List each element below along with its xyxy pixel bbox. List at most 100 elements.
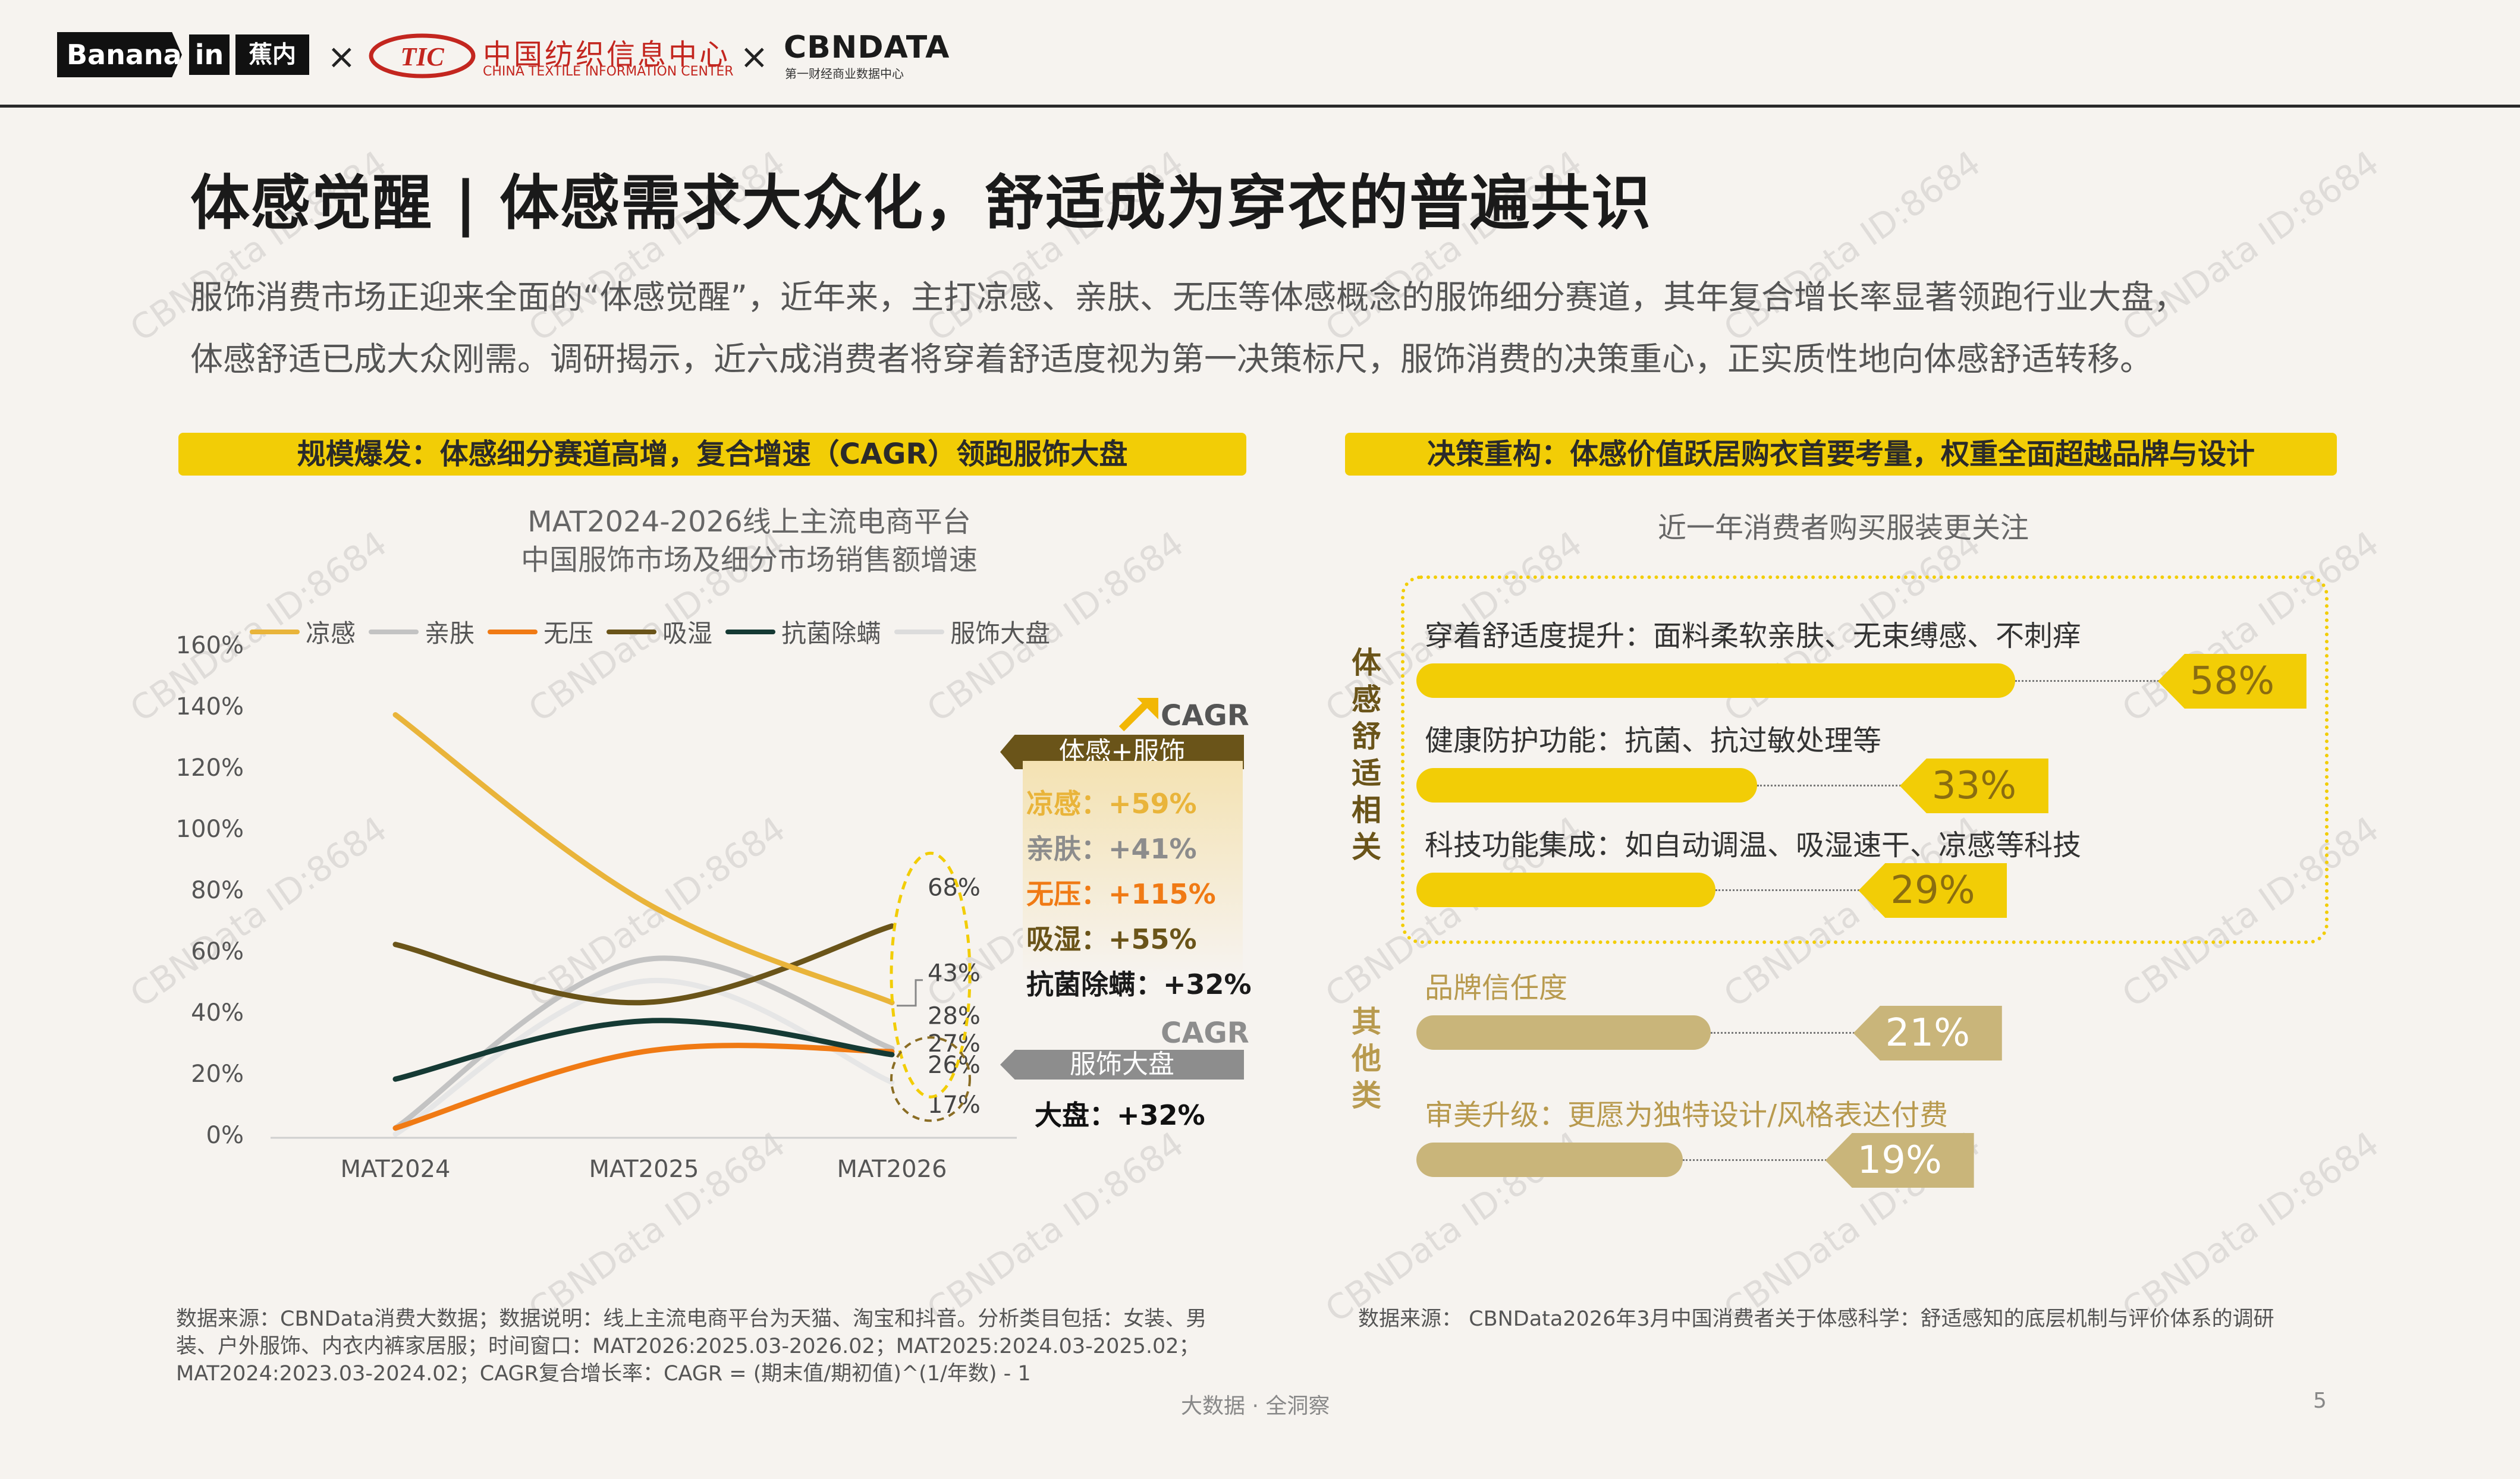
left-footnote-line3: MAT2024:2023.03-2024.02；CAGR复合增长率：CAGR =… (176, 1362, 1031, 1386)
end-value-label: 28% (928, 1003, 981, 1030)
bar (1416, 873, 1716, 907)
y-tick-label: 80% (191, 877, 244, 904)
end-value-label: 27% (928, 1030, 981, 1058)
watermark-text: CBNData ID:8684 (2114, 1124, 2386, 1330)
end-value-label: 43% (928, 960, 981, 987)
group-label-char: 其 (1352, 1005, 1381, 1039)
group-label-char: 类 (1352, 1078, 1381, 1113)
x-tick-label: MAT2026 (837, 1156, 947, 1183)
line-chart-title-line2: 中国服饰市场及细分市场销售额增速 (520, 543, 978, 577)
cagr-list-box: 凉感：+59% 亲肤：+41% 无压：+115% 吸湿：+55% 抗菌除螨：+32% (1023, 761, 1252, 1000)
market-cagr-value: 大盘：+32% (1035, 1099, 1205, 1131)
intro-line-1: 服饰消费市场正迎来全面的“体感觉醒”，近年来，主打凉感、亲肤、无压等体感概念的服… (190, 278, 2186, 316)
legend-swatch (369, 629, 419, 634)
end-value-label: 68% (928, 874, 981, 901)
ctic-name-en: CHINA TEXTILE INFORMATION CENTER (483, 64, 734, 79)
left-footnote-line1: 数据来源：CBNData消费大数据；数据说明：线上主流电商平台为天猫、淘宝和抖音… (176, 1307, 1207, 1331)
page-number: 5 (2313, 1389, 2327, 1413)
bar-value-label: 19% (1825, 1133, 1974, 1188)
svg-text:TIC: TIC (400, 42, 444, 71)
growth-arrow-icon (1119, 698, 1158, 731)
bar-category-label: 穿着舒适度提升：面料柔软亲肤、无束缚感、不刺痒 (1425, 619, 2082, 653)
line-chart-title: MAT2024-2026线上主流电商平台 中国服饰市场及细分市场销售额增速 (392, 503, 1106, 579)
group-label-char: 适 (1352, 756, 1381, 791)
x-tick-label: MAT2025 (589, 1156, 699, 1183)
legend-swatch (607, 629, 657, 634)
cbndata-logo: CBNDATA (784, 30, 950, 65)
y-tick-label: 40% (191, 999, 244, 1027)
cagr-item: 无压：+115% (1026, 878, 1216, 910)
series-line-无压 (392, 1043, 895, 1131)
left-footnote: 数据来源：CBNData消费大数据；数据说明：线上主流电商平台为天猫、淘宝和抖音… (176, 1305, 1306, 1387)
bar-category-label: 品牌信任度 (1425, 971, 1568, 1005)
bar (1416, 1143, 1683, 1177)
y-tick-label: 160% (178, 632, 244, 659)
legend-swatch (488, 629, 538, 634)
cbndata-subtitle: 第一财经商业数据中心 (785, 67, 904, 81)
bar (1416, 1015, 1711, 1050)
group-label-other: 其他类 (1349, 1003, 1384, 1114)
group-label-comfort: 体感舒适相关 (1349, 644, 1384, 866)
line-chart: 160% 140% 120% 100% 80% 60% 40% 20% 0% MAT2024 MAT… (178, 632, 1017, 1183)
y-tick-label: 0% (206, 1122, 244, 1149)
legend-label: 服饰大盘 (950, 619, 1051, 648)
cagr-heading: CAGR (1161, 699, 1249, 732)
page-title: 体感觉醒 | 体感需求大众化，舒适成为穿衣的普遍共识 (190, 168, 1652, 238)
bar-category-label: 审美升级：更愿为独特设计/风格表达付费 (1425, 1099, 1949, 1132)
cagr-item: 亲肤：+41% (1026, 833, 1197, 865)
bar-value-label: 29% (1858, 863, 2007, 918)
cagr-heading-2: CAGR (1161, 1017, 1249, 1050)
jiaonei-logo: 蕉内 (235, 34, 309, 75)
banana-logo: Banana (57, 32, 182, 77)
right-footnote: 数据来源： CBNData2026年3月中国消费者关于体感科学：舒适感知的底层机… (1358, 1307, 2274, 1331)
cagr-item: 抗菌除螨：+32% (1026, 968, 1252, 1000)
comfort-highlight-box (1401, 575, 2329, 944)
label-connector (897, 979, 923, 1007)
group-label-char: 关 (1352, 830, 1381, 864)
group-label-char: 舒 (1352, 719, 1381, 754)
bar-category-label: 科技功能集成：如自动调温、吸湿速干、凉感等科技 (1425, 829, 2082, 862)
legend-label: 吸湿 (662, 619, 713, 648)
left-footnote-line2: 装、户外服饰、内衣内裤家居服；时间窗口：MAT2026:2025.03-2026… (176, 1335, 1200, 1358)
bar-connector (1682, 1159, 1837, 1161)
series-line-凉感 (392, 712, 895, 1006)
bar-connector (2015, 680, 2170, 682)
series-line-吸湿 (392, 923, 895, 1006)
bar-value-label: 58% (2157, 654, 2307, 709)
bar-chart-title: 近一年消费者购买服装更关注 (1657, 511, 2029, 545)
legend-swatch (250, 629, 300, 634)
bar (1416, 768, 1757, 803)
y-tick-label: 60% (191, 938, 244, 965)
cagr-list: 凉感：+59% 亲肤：+41% 无压：+115% 吸湿：+55% 抗菌除螨：+32% (1023, 761, 1252, 1002)
legend-swatch (725, 629, 776, 634)
y-tick-label: 20% (191, 1061, 244, 1088)
intro-paragraph: 服饰消费市场正迎来全面的“体感觉醒”，近年来，主打凉感、亲肤、无压等体感概念的服… (190, 266, 2355, 390)
bar-category-label: 健康防护功能：抗菌、抗过敏处理等 (1425, 724, 1882, 757)
ctic-name-cn: 中国纺织信息中心 (483, 38, 731, 71)
line-chart-legend: 凉感 亲肤 无压 吸湿 抗菌除螨 服饰大盘 (250, 613, 1050, 650)
bar-value-label: 33% (1899, 759, 2048, 813)
y-tick-label: 100% (178, 816, 244, 843)
market-tag: 服饰大盘 (1000, 1050, 1244, 1080)
x-tick-label: MAT2024 (341, 1156, 451, 1183)
legend-label: 凉感 (306, 619, 356, 648)
bar-connector (1710, 1032, 1865, 1034)
cagr-item: 凉感：+59% (1026, 788, 1197, 820)
left-section-banner: 规模爆发：体感细分赛道高增，复合增速（CAGR）领跑服饰大盘 (178, 433, 1246, 476)
in-logo: in (189, 34, 230, 75)
group-label-char: 他 (1352, 1041, 1381, 1076)
bar-connector (1715, 889, 1871, 891)
series-line-抗菌除螨 (392, 1018, 895, 1082)
y-tick-label: 120% (178, 754, 244, 782)
group-label-char: 感 (1352, 682, 1381, 717)
legend-label: 抗菌除螨 (781, 619, 882, 648)
legend-item: 无压 (488, 613, 593, 650)
y-tick-label: 140% (178, 693, 244, 720)
bar-value-label: 21% (1853, 1006, 2002, 1061)
bar-connector (1757, 785, 1912, 786)
right-section-banner: 决策重构：体感价值跃居购衣首要考量，权重全面超越品牌与设计 (1345, 433, 2337, 476)
legend-item: 凉感 (250, 613, 356, 650)
ctic-logo-icon: TIC (369, 33, 476, 78)
cagr-item: 吸湿：+55% (1026, 923, 1197, 955)
cross-mark: × (327, 36, 356, 77)
